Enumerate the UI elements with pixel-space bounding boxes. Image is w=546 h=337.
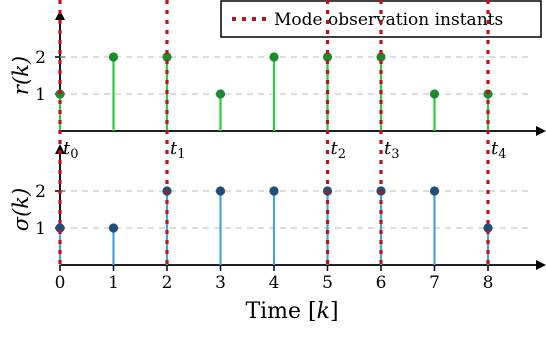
y-tick-label: 1 bbox=[35, 219, 46, 239]
instant-label: t0 bbox=[63, 138, 79, 162]
stem-marker bbox=[376, 52, 386, 62]
instant-label: t2 bbox=[331, 138, 347, 162]
stem-marker bbox=[108, 223, 119, 233]
stem-marker bbox=[108, 52, 119, 62]
x-axis-label: Time [k] bbox=[245, 299, 338, 324]
instant-label: t1 bbox=[170, 138, 186, 162]
x-tick-label: 8 bbox=[483, 273, 494, 293]
y-axis-label: r(k) bbox=[9, 56, 33, 95]
instant-label: t4 bbox=[491, 138, 507, 162]
instant-label: t3 bbox=[384, 138, 400, 162]
stem-marker bbox=[429, 186, 440, 196]
stem-marker bbox=[322, 52, 333, 62]
y-tick-label: 1 bbox=[35, 85, 46, 105]
stem-marker bbox=[215, 89, 226, 99]
y-tick-label: 2 bbox=[35, 182, 46, 202]
x-tick-label: 1 bbox=[108, 273, 119, 293]
stem-marker bbox=[269, 52, 279, 62]
legend-label: Mode observation instants bbox=[274, 10, 503, 30]
x-tick-label: 7 bbox=[429, 273, 440, 293]
stem-marker bbox=[429, 89, 440, 99]
stem-marker bbox=[269, 186, 279, 196]
y-tick-label: 2 bbox=[35, 48, 46, 68]
y-axis-label: σ(k) bbox=[9, 188, 33, 231]
x-tick-label: 2 bbox=[162, 273, 173, 293]
stem-marker bbox=[215, 186, 226, 196]
stem-marker bbox=[162, 52, 172, 62]
x-tick-label: 3 bbox=[215, 273, 226, 293]
stem-marker bbox=[55, 223, 65, 233]
x-tick-label: 5 bbox=[322, 273, 333, 293]
x-tick-label: 0 bbox=[55, 273, 66, 293]
stem-marker bbox=[483, 223, 493, 233]
x-tick-label: 6 bbox=[376, 273, 387, 293]
x-tick-label: 4 bbox=[269, 273, 280, 293]
